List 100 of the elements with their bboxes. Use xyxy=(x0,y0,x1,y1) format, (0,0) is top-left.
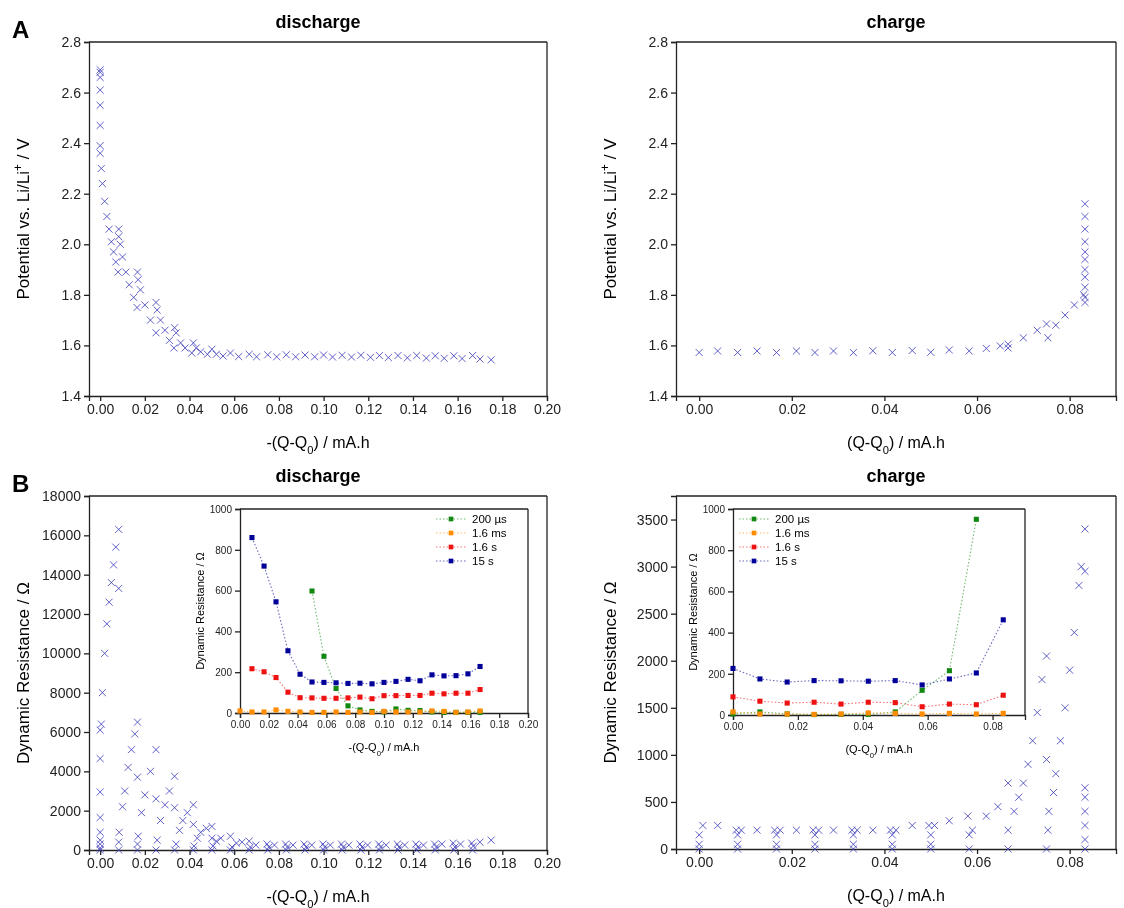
x-tick-label: 0.08 xyxy=(1056,853,1085,870)
x-tick-label: 0.06 xyxy=(317,719,338,731)
y-tick-label: 600 xyxy=(215,585,233,597)
x-tick-label: 0.02 xyxy=(259,719,280,731)
y-tick-label: 2000 xyxy=(636,652,669,669)
y-tick-label: 0 xyxy=(719,709,726,721)
x-tick-label: 0.20 xyxy=(533,854,562,871)
x-tick-label: 0.06 xyxy=(963,400,992,417)
x-tick-label: 0.02 xyxy=(778,853,807,870)
x-tick-label: 0.16 xyxy=(444,400,472,417)
legend-label: 1.6 s xyxy=(472,541,498,553)
y-tick-label: 2.0 xyxy=(61,236,82,253)
x-tick-label: 0.06 xyxy=(918,721,939,733)
y-tick-label: 400 xyxy=(708,627,726,639)
x-tick-label: 0.00 xyxy=(87,400,115,417)
legend-label: 15 s xyxy=(775,555,797,567)
x-tick-label: 0.06 xyxy=(221,400,249,417)
x-tick-label: 0.14 xyxy=(432,719,453,731)
y-axis-title: Dynamic Resistance / Ω xyxy=(14,582,33,764)
y-tick-label: 200 xyxy=(215,666,233,678)
x-tick-label: 0.06 xyxy=(221,854,249,871)
x-tick-label: 0.20 xyxy=(533,400,562,417)
chart-title: discharge xyxy=(275,12,361,32)
x-tick-label: 0.08 xyxy=(265,854,294,871)
y-axis-title: Dynamic Resistance / Ω xyxy=(194,552,206,670)
y-tick-label: 2.6 xyxy=(61,84,82,101)
y-axis-title: Dynamic Resistance / Ω xyxy=(687,553,699,671)
y-tick-label: 2.0 xyxy=(648,236,669,253)
x-tick-label: 0.18 xyxy=(489,854,517,871)
y-tick-label: 500 xyxy=(644,793,669,810)
y-tick-label: 2.2 xyxy=(648,185,669,202)
y-tick-label: 2.4 xyxy=(61,135,82,152)
x-tick-label: 0.00 xyxy=(723,721,744,733)
x-tick-label: 0.08 xyxy=(983,721,1004,733)
chart-title: charge xyxy=(866,466,926,486)
legend-label: 1.6 s xyxy=(775,541,801,553)
chart-title: charge xyxy=(866,12,926,32)
x-tick-label: 0.04 xyxy=(871,400,899,417)
y-tick-label: 1500 xyxy=(636,699,669,716)
x-tick-label: 0.04 xyxy=(871,853,899,870)
y-tick-label: 2500 xyxy=(636,605,669,622)
y-tick-label: 1.8 xyxy=(648,286,669,303)
y-tick-label: 1.6 xyxy=(648,337,669,354)
x-tick-label: 0.08 xyxy=(1056,400,1085,417)
x-tick-label: 0.08 xyxy=(345,719,366,731)
y-tick-label: 18000 xyxy=(42,487,82,504)
y-tick-label: 800 xyxy=(215,544,233,556)
x-tick-label: 0.14 xyxy=(399,400,428,417)
legend-label: 1.6 ms xyxy=(775,527,810,539)
x-tick-label: 0.02 xyxy=(131,400,160,417)
x-tick-label: 0.04 xyxy=(288,719,309,731)
y-tick-label: 8000 xyxy=(49,684,82,701)
legend-label: 15 s xyxy=(472,555,494,567)
y-tick-label: 0 xyxy=(226,707,233,719)
legend-label: 200 µs xyxy=(775,513,811,525)
x-axis-title: -(Q-Q$_{0}$) / mA.h xyxy=(348,741,420,758)
y-tick-label: 16000 xyxy=(42,527,82,544)
y-tick-label: 1000 xyxy=(636,746,669,763)
x-tick-label: 0.14 xyxy=(399,854,428,871)
x-tick-label: 0.04 xyxy=(853,721,874,733)
y-tick-label: 1000 xyxy=(702,503,726,515)
y-tick-label: 800 xyxy=(708,544,726,556)
x-tick-label: 0.10 xyxy=(310,854,338,871)
x-tick-label: 0.20 xyxy=(518,719,539,731)
y-tick-label: 1.4 xyxy=(648,387,669,404)
y-tick-label: 12000 xyxy=(42,605,82,622)
y-tick-label: 2000 xyxy=(49,802,82,819)
y-tick-label: 1.6 xyxy=(61,337,82,354)
y-tick-label: 6000 xyxy=(49,723,82,740)
y-tick-label: 1.4 xyxy=(61,387,82,404)
x-axis-title: (Q-Q$_{0}$) / mA.h xyxy=(847,434,945,456)
x-tick-label: 0.06 xyxy=(963,853,992,870)
x-tick-label: 0.00 xyxy=(686,853,714,870)
x-tick-label: 0.02 xyxy=(778,400,807,417)
x-tick-label: 0.04 xyxy=(176,854,204,871)
x-tick-label: 0.00 xyxy=(87,854,115,871)
y-tick-label: 0 xyxy=(73,841,82,858)
y-tick-label: 4000 xyxy=(49,763,82,780)
x-tick-label: 0.04 xyxy=(176,400,204,417)
x-tick-label: 0.10 xyxy=(374,719,395,731)
chart-title: discharge xyxy=(275,466,361,486)
x-tick-label: 0.16 xyxy=(444,854,472,871)
y-tick-label: 200 xyxy=(708,668,726,680)
x-tick-label: 0.08 xyxy=(265,400,294,417)
x-tick-label: 0.16 xyxy=(461,719,482,731)
legend-label: 1.6 ms xyxy=(472,527,507,539)
y-tick-label: 400 xyxy=(215,626,233,638)
x-tick-label: 0.00 xyxy=(230,719,251,731)
y-tick-label: 2.6 xyxy=(648,84,669,101)
y-tick-label: 10000 xyxy=(42,645,82,662)
y-tick-label: 2.8 xyxy=(648,33,669,50)
x-axis-title: (Q-Q$_{0}$) / mA.h xyxy=(845,743,913,760)
x-tick-label: 0.12 xyxy=(403,719,424,731)
y-tick-label: 2.2 xyxy=(61,185,82,202)
x-tick-label: 0.02 xyxy=(131,854,160,871)
text: B xyxy=(12,470,30,497)
x-axis-title: -(Q-Q$_{0}$) / mA.h xyxy=(266,888,370,908)
x-tick-label: 0.00 xyxy=(686,400,714,417)
y-tick-label: 600 xyxy=(708,586,726,598)
y-tick-label: 2.4 xyxy=(648,135,669,152)
